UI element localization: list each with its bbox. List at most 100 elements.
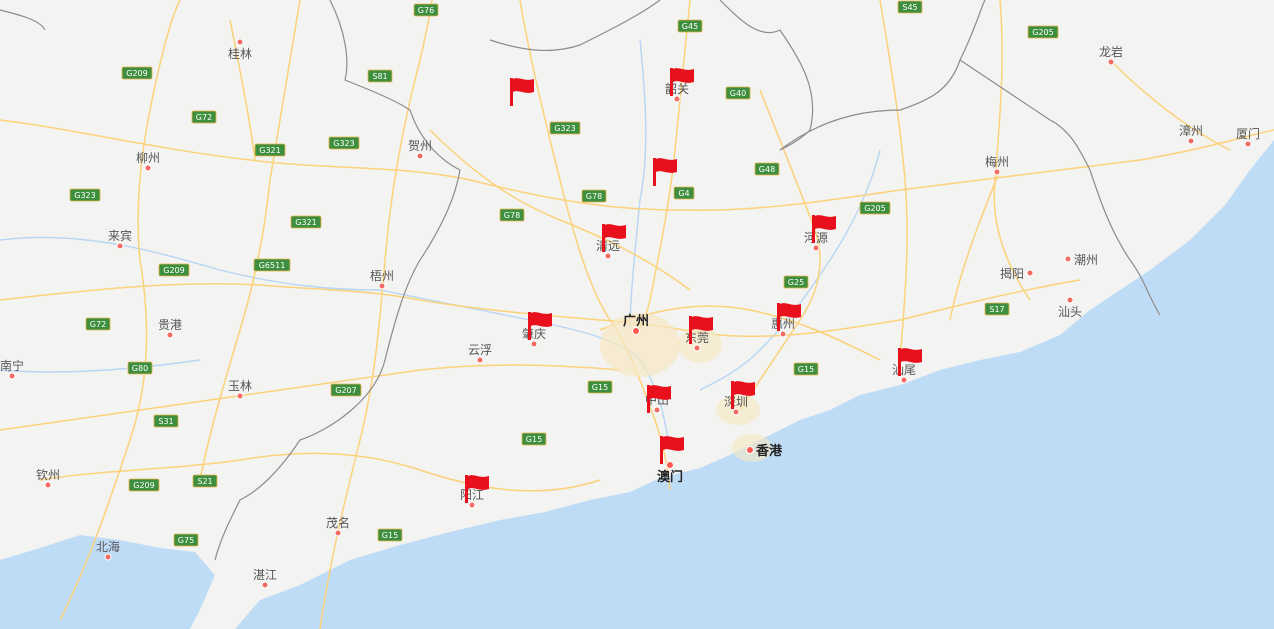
highway-label: G15 [382, 531, 398, 540]
highway-badge-g6511: G6511 [253, 258, 291, 272]
flag-yangjiang-icon[interactable] [465, 475, 489, 503]
city-label-guigang: 贵港 [158, 318, 182, 332]
highway-label: G75 [178, 536, 194, 545]
highway-label: G321 [295, 218, 316, 227]
city-label-huizhou: 惠州 [771, 317, 795, 331]
city-dot-zhongshan [653, 406, 661, 414]
highway-badge-g25: G25 [783, 275, 809, 289]
highway-label: G323 [554, 124, 575, 133]
city-dot-shenzhen [732, 408, 740, 416]
highway-badge-g72b: G72 [85, 317, 111, 331]
highway-badge-g321a: G321 [254, 143, 286, 157]
city-dot-shantou [1066, 296, 1074, 304]
flag-qingyuan-icon[interactable] [602, 224, 626, 252]
highway-label: G207 [335, 386, 356, 395]
highway-label: S17 [989, 305, 1004, 314]
city-label-chaozhou: 潮州 [1074, 252, 1098, 267]
city-label-zhanjiang: 湛江 [253, 568, 277, 582]
highway-label: G40 [730, 89, 746, 98]
city-dot-zhanjiang [261, 581, 269, 589]
city-label-shaoguan: 韶关 [665, 81, 689, 96]
flag-shaoguan-icon[interactable] [670, 68, 694, 96]
city-label-liuzhou: 柳州 [136, 151, 160, 165]
highway-badge-s17: S17 [984, 302, 1010, 316]
city-label-qinzhou: 钦州 [36, 468, 60, 482]
city-label-meizhou: 梅州 [985, 154, 1009, 169]
highway-label: G45 [682, 22, 698, 31]
city-label-xiamen: 厦门 [1236, 126, 1260, 141]
highway-label: G25 [788, 278, 804, 287]
highway-badge-g323b: G323 [69, 188, 101, 202]
city-dot-shaoguan [673, 95, 681, 103]
city-dot-zhangzhou [1187, 137, 1195, 145]
highway-label: G205 [1032, 28, 1053, 37]
highway-badge-s31: S31 [153, 414, 179, 428]
city-label-shanwei: 汕尾 [892, 363, 916, 377]
city-dot-longyan [1107, 58, 1115, 66]
city-dot-qingyuan [604, 252, 612, 260]
highway-badge-g76: G76 [413, 3, 439, 17]
city-dot-meizhou [993, 168, 1001, 176]
highway-label: G209 [126, 69, 147, 78]
highway-label: S21 [197, 477, 212, 486]
highway-badge-g15d: G15 [377, 528, 403, 542]
flag-north-icon[interactable] [653, 158, 677, 186]
highway-badge-g4: G4 [673, 186, 695, 200]
city-label-wuzhou: 梧州 [370, 268, 394, 283]
highway-label: G72 [196, 113, 212, 122]
flag-macau-icon[interactable] [660, 436, 684, 464]
city-dot-guangzhou [632, 327, 640, 335]
flag-northwest-icon[interactable] [510, 78, 534, 106]
flag-shenzhen-icon[interactable] [731, 381, 755, 409]
city-dot-hezhou [416, 152, 424, 160]
city-label-zhangzhou: 漳州 [1179, 123, 1203, 138]
highway-badge-g205b: G205 [1027, 25, 1059, 39]
city-dot-macau [666, 461, 674, 469]
highway-badge-g15b: G15 [793, 362, 819, 376]
highway-label: G4 [678, 189, 689, 198]
highway-badge-g72a: G72 [191, 110, 217, 124]
flag-huizhou-icon[interactable] [777, 303, 801, 331]
flag-shanwei-icon[interactable] [898, 348, 922, 376]
city-label-shantou: 汕头 [1058, 305, 1082, 319]
city-label-heyuan: 河源 [804, 231, 828, 245]
highway-label: G209 [133, 481, 154, 490]
highway-label: G323 [74, 191, 95, 200]
highway-badge-g40: G40 [725, 86, 751, 100]
city-dot-chaozhou [1064, 255, 1072, 263]
city-label-jieyang: 揭阳 [1000, 266, 1024, 281]
city-dot-xiamen [1244, 140, 1252, 148]
highway-badge-g323c: G323 [549, 121, 581, 135]
flag-zhaoqing-icon[interactable] [528, 312, 552, 340]
highway-badge-g45: G45 [677, 19, 703, 33]
city-label-qingyuan: 清远 [596, 239, 620, 253]
highway-label: G78 [504, 211, 520, 220]
highway-badge-g78a: G78 [581, 189, 607, 203]
highway-badge-s21: S21 [192, 474, 218, 488]
highway-label: S31 [158, 417, 173, 426]
city-dot-zhaoqing [530, 340, 538, 348]
city-dot-laibin [116, 242, 124, 250]
city-dot-shanwei [900, 376, 908, 384]
flag-zhongshan-icon[interactable] [647, 385, 671, 413]
flag-heyuan-icon[interactable] [812, 215, 836, 243]
highway-label: G6511 [259, 261, 286, 270]
highway-label: G15 [592, 383, 608, 392]
highway-label: G15 [798, 365, 814, 374]
highway-badge-g48: G48 [754, 162, 780, 176]
city-label-hezhou: 贺州 [408, 139, 432, 153]
highway-label: G205 [864, 204, 885, 213]
highway-badge-g15a: G15 [587, 380, 613, 394]
city-dot-hongkong [746, 446, 754, 454]
flag-dongguan-icon[interactable] [689, 316, 713, 344]
city-dot-jieyang [1026, 269, 1034, 277]
city-dot-dongguan [693, 344, 701, 352]
city-dot-guilin [236, 38, 244, 46]
city-label-nanning: 南宁 [0, 358, 24, 373]
highway-badge-g209c: G209 [128, 478, 160, 492]
city-label-maoming: 茂名 [326, 515, 350, 530]
flag-markers[interactable] [465, 68, 922, 503]
city-dot-yulin [236, 392, 244, 400]
